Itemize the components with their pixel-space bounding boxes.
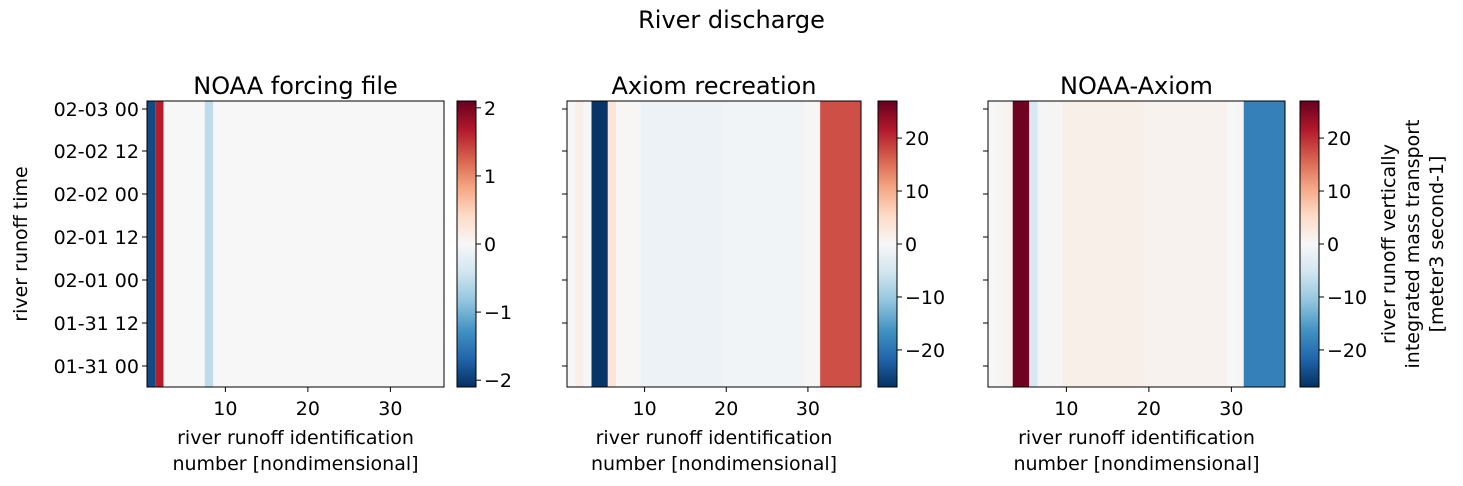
colorbar-tick-label: 0 [1327, 234, 1339, 256]
colorbar-tick-label: 20 [905, 128, 929, 150]
x-tick-label: 10 [1054, 398, 1078, 420]
heatmap-column [1243, 101, 1285, 387]
figure-title: River discharge [638, 6, 825, 34]
heatmap-column [616, 101, 641, 387]
heatmap-column [1029, 101, 1038, 387]
colorbar: −20 −10 0 10 20 river runoff vertically integr… [1299, 100, 1448, 388]
colorbar-gradient [456, 100, 477, 388]
heatmap-column [820, 101, 861, 387]
x-tick-label: 20 [714, 398, 738, 420]
heatmap-column [1235, 101, 1244, 387]
heatmap-column [803, 101, 812, 387]
x-tick-label: 30 [796, 398, 820, 420]
x-tick-label: 20 [296, 398, 320, 420]
x-tick-label: 30 [1219, 398, 1243, 420]
colorbar-tick-label: −20 [905, 340, 945, 362]
heatmap-column [607, 101, 616, 387]
y-tick-label: 02-01 00 [54, 270, 139, 292]
x-tick-label: 10 [632, 398, 656, 420]
x-axis-label: river runoff identification number [nondi… [172, 427, 418, 475]
panel-title: Axiom recreation [611, 72, 816, 100]
y-tick-label: 02-03 00 [54, 99, 139, 121]
y-tick-label: 01-31 00 [54, 356, 139, 378]
y-tick-label: 01-31 12 [54, 313, 139, 335]
heatmap-column [155, 101, 164, 387]
colorbar-label: river runoff vertically integrated mass t… [1378, 120, 1448, 369]
colorbar-tick-label: −10 [1327, 287, 1367, 309]
heatmap-column [204, 101, 213, 387]
x-tick-label: 10 [213, 398, 237, 420]
axes-frame [566, 100, 862, 388]
x-axis-label: river runoff identification number [nondi… [1013, 427, 1259, 475]
colorbar-gradient [1299, 100, 1320, 388]
colorbar-tick-label: 0 [484, 234, 496, 256]
panel-title: NOAA-Axiom [1060, 72, 1213, 100]
colorbar-tick-label: 10 [1327, 181, 1351, 203]
colorbar-gradient [877, 100, 898, 388]
y-tick-label: 02-02 12 [54, 141, 139, 163]
heatmap-column [1012, 101, 1030, 387]
heatmap-column [1037, 101, 1046, 387]
y-axis-label: river runoff time [10, 166, 32, 321]
axes-frame [987, 100, 1286, 388]
heatmap-column [812, 101, 821, 387]
y-tick-label: 02-02 00 [54, 184, 139, 206]
colorbar-tick-label: −20 [1327, 340, 1367, 362]
heatmap-column [567, 101, 576, 387]
x-tick-label: 30 [378, 398, 402, 420]
colorbar-tick-label: 0 [905, 234, 917, 256]
heatmap-column [575, 101, 584, 387]
heatmap-column [1144, 101, 1228, 387]
y-tick-label: 02-01 12 [54, 227, 139, 249]
colorbar: −20 −10 0 10 20 [877, 100, 945, 388]
colorbar-tick-label: −2 [484, 370, 512, 392]
colorbar-tick-label: 10 [905, 181, 929, 203]
heatmap-background [147, 101, 444, 387]
heatmap-column [988, 101, 997, 387]
colorbar-tick-label: 20 [1327, 128, 1351, 150]
heatmap-column [591, 101, 608, 387]
heatmap-column [722, 101, 804, 387]
heatmap-column [147, 101, 156, 387]
x-tick-label: 20 [1137, 398, 1161, 420]
colorbar-tick-label: −1 [484, 302, 512, 324]
colorbar-tick-label: 2 [484, 98, 496, 120]
heatmap-column [583, 101, 592, 387]
heatmap-panel-3: NOAA-Axiom 10 20 30 river runoff identificat… [983, 72, 1448, 475]
heatmap-panel-2: Axiom recreation 10 20 30 river runoff ident… [562, 72, 945, 475]
colorbar: −2 −1 0 1 2 [456, 98, 512, 392]
x-axis-label: river runoff identification number [nondi… [591, 427, 837, 475]
panel-title: NOAA forcing file [193, 72, 398, 100]
heatmap-column [1045, 101, 1063, 387]
colorbar-tick-label: 1 [484, 166, 496, 188]
heatmap-column [640, 101, 723, 387]
colorbar-tick-label: −10 [905, 287, 945, 309]
heatmap-column [1227, 101, 1236, 387]
heatmap-column [996, 101, 1005, 387]
axes-frame [146, 100, 445, 388]
heatmap-column [1062, 101, 1145, 387]
heatmap-column [1004, 101, 1013, 387]
